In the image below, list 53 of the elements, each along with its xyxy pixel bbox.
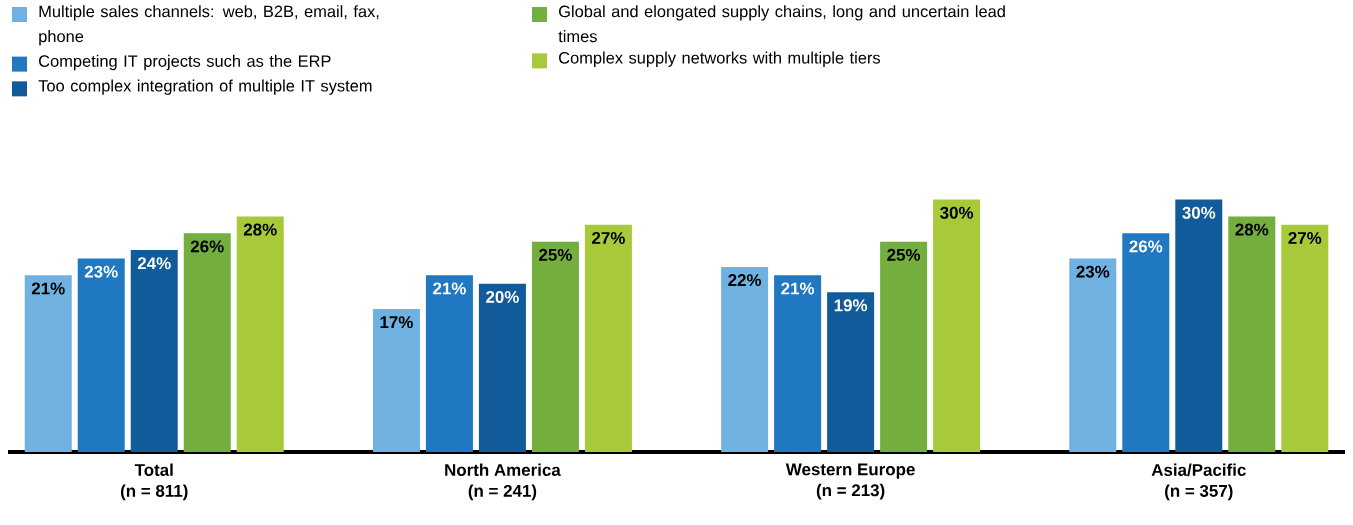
data-label: 25%	[887, 248, 921, 261]
bar	[478, 283, 526, 452]
data-label: 17%	[380, 316, 413, 329]
bar	[372, 308, 420, 452]
data-label: 23%	[1076, 265, 1110, 278]
bar	[24, 275, 72, 452]
bar	[827, 292, 875, 452]
text: (n = 357)	[1165, 484, 1233, 501]
data-label: 27%	[592, 232, 625, 244]
bar	[880, 241, 928, 452]
data-label: 21%	[31, 282, 65, 295]
legend-label: Too complex integration of multiple IT system	[38, 79, 372, 95]
data-label: 28%	[1235, 223, 1269, 236]
legend-label: Complex supply networks with multiple tiers	[559, 51, 881, 67]
data-label: 28%	[243, 223, 277, 236]
bar	[1069, 258, 1117, 452]
legend-label: Global and elongated supply chains, long and uncertain lead times	[558, 5, 1005, 43]
bar	[183, 233, 231, 452]
x-tick-label: Western Europe	[785, 463, 915, 479]
data-label: 24%	[137, 257, 171, 270]
data-label: 20%	[486, 290, 519, 303]
bar	[933, 199, 981, 452]
data-label: 27%	[1288, 232, 1322, 244]
text: (n = 811)	[120, 484, 188, 501]
data-label: 23%	[84, 265, 118, 278]
bar	[425, 275, 473, 452]
data-label: 26%	[190, 240, 224, 253]
text: (n = 213)	[816, 483, 885, 500]
data-label: 21%	[781, 282, 815, 295]
bar	[721, 266, 769, 452]
bar	[236, 216, 284, 452]
x-tick-label: Total	[134, 463, 173, 476]
bar	[531, 241, 579, 452]
bar	[1175, 199, 1223, 452]
data-label: 30%	[940, 206, 974, 219]
data-label: 21%	[433, 282, 466, 295]
data-label: 30%	[1182, 206, 1216, 219]
bar	[1281, 224, 1329, 452]
bar	[1122, 233, 1170, 452]
legend-label: Competing IT projects such as the ERP	[39, 54, 331, 71]
data-label: 26%	[1129, 240, 1163, 253]
bar	[584, 224, 632, 452]
bar	[774, 275, 822, 452]
bar	[1228, 216, 1276, 452]
x-tick-label: North America	[445, 463, 561, 476]
bar	[130, 250, 178, 452]
bar	[77, 258, 125, 452]
data-label: 22%	[728, 274, 762, 287]
data-label: 25%	[539, 248, 572, 261]
text: (n = 241)	[468, 484, 537, 501]
x-tick-label: Asia/Pacific	[1151, 463, 1246, 477]
data-label: 19%	[834, 299, 868, 312]
legend-label: Multiple sales channels: web, B2B, email, fax, phone	[39, 5, 379, 46]
